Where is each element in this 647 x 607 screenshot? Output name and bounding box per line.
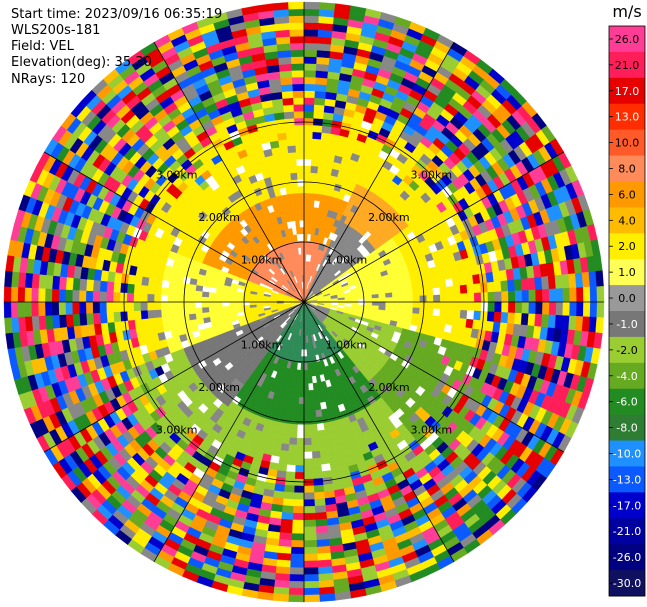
ring-labels: 1.00km 1.00km 1.00km 1.00km 2.00km 2.00km 2.00…	[156, 169, 452, 437]
colorbar-segment	[609, 311, 645, 338]
colorbar-tick-label: 21.0	[615, 59, 640, 72]
colorbar-tick-label: 13.0	[615, 111, 640, 124]
colorbar-tick-label: -26.0	[613, 551, 641, 564]
colorbar-segment	[609, 362, 645, 390]
ring-label: 2.00km	[198, 381, 240, 394]
colorbar-segment	[609, 233, 645, 260]
colorbar-frame	[608, 25, 646, 597]
azimuth-spoke	[153, 301, 305, 563]
colorbar-tick-label: 6.0	[618, 188, 636, 201]
colorbar-tick-label: 0.0	[618, 292, 636, 305]
ring-label: 3.00km	[156, 423, 198, 436]
colorbar-segment	[609, 570, 645, 597]
ring-label: 2.00km	[368, 381, 410, 394]
azimuth-spoke	[153, 41, 305, 303]
colorbar-tick-label: -17.0	[613, 499, 641, 512]
azimuth-spoke	[303, 41, 455, 303]
colorbar-tick-label: -21.0	[613, 525, 641, 538]
ring-label: 3.00km	[156, 169, 198, 182]
ring-label: 1.00km	[326, 254, 368, 267]
ring-label: 2.00km	[368, 211, 410, 224]
ring-label: 2.00km	[198, 211, 240, 224]
colorbar-tick-label: 2.0	[618, 240, 636, 253]
colorbar-units: m/s	[612, 2, 641, 21]
colorbar-segment	[609, 414, 645, 442]
colorbar-tick-label: -2.0	[616, 344, 637, 357]
azimuth-spoke	[43, 151, 305, 303]
colorbar-segment	[609, 518, 645, 545]
field-text: Field: VEL	[11, 39, 74, 54]
colorbar-tick-label: -10.0	[613, 448, 641, 461]
colorbar-segment	[609, 26, 645, 53]
azimuth-spoke	[43, 301, 305, 453]
ring-label: 1.00km	[241, 338, 283, 351]
ring-label: 1.00km	[326, 338, 368, 351]
colorbar-tick-label: -30.0	[613, 577, 641, 590]
azimuth-spoke	[303, 301, 455, 563]
colorbar-segment	[609, 492, 645, 519]
ring-label: 1.00km	[241, 254, 283, 267]
colorbar-tick-label: -8.0	[616, 422, 637, 435]
colorbar-tick-label: 8.0	[618, 163, 636, 176]
colorbar-segment	[609, 259, 645, 286]
azimuth-spoke	[303, 151, 565, 303]
azimuth-spoke	[303, 301, 565, 453]
ppi-grid	[4, 2, 604, 602]
colorbar-tick-label: -1.0	[616, 318, 637, 331]
colorbar-segment	[609, 440, 645, 467]
colorbar-tick-label: 17.0	[615, 85, 640, 98]
colorbar-tick-label: 1.0	[618, 266, 636, 279]
colorbar-segment	[609, 466, 645, 493]
ppi-cells	[3, 1, 605, 603]
colorbar-segment	[609, 129, 645, 157]
instrument-text: WLS200s-181	[11, 23, 101, 38]
colorbar-tick-label: 10.0	[615, 137, 640, 150]
colorbar-segment	[609, 336, 645, 364]
start-time-text: Start time: 2023/09/16 06:35:19	[11, 7, 223, 22]
ring-label: 3.00km	[410, 169, 452, 182]
colorbar-segment	[609, 103, 645, 131]
colorbar-segment	[609, 51, 645, 79]
colorbar-tick-label: 4.0	[618, 214, 636, 227]
colorbar-segment	[609, 544, 645, 571]
colorbar-tick-label: -6.0	[616, 396, 637, 409]
elevation-text: Elevation(deg): 35.30	[11, 55, 152, 70]
colorbar-tick-label: -13.0	[613, 473, 641, 486]
colorbar-segment	[609, 285, 645, 312]
nrays-text: NRays: 120	[11, 72, 86, 87]
colorbar-tick-label: 26.0	[615, 33, 640, 46]
colorbar-segment	[609, 388, 645, 416]
colorbar-segment	[609, 77, 645, 105]
colorbar-segment	[609, 181, 645, 208]
colorbar-tick-label: -4.0	[616, 370, 637, 383]
colorbar-segment	[609, 155, 645, 182]
colorbar-segment	[609, 207, 645, 234]
ring-label: 3.00km	[410, 423, 452, 436]
